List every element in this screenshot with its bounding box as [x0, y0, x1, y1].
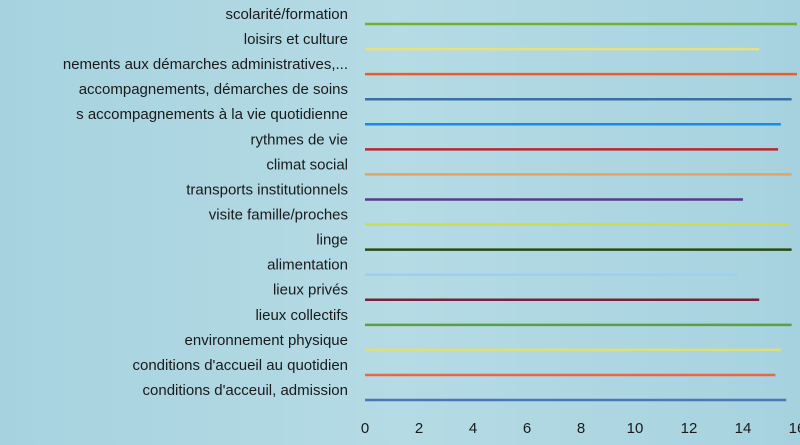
y-tick-label: nements aux démarches administratives,..…	[63, 56, 348, 73]
x-tick-label: 10	[627, 420, 644, 437]
y-tick-label: conditions d'acceuil, admission	[143, 382, 348, 399]
y-tick-label: climat social	[266, 156, 348, 173]
y-tick-label: linge	[316, 232, 348, 249]
y-tick-label: lieux privés	[273, 282, 348, 299]
y-tick-label: lieux collectifs	[255, 307, 348, 324]
x-tick-label: 14	[735, 420, 752, 437]
y-tick-label: environnement physique	[185, 332, 348, 349]
x-tick-label: 6	[523, 420, 531, 437]
x-tick-label: 8	[577, 420, 585, 437]
y-tick-label: alimentation	[267, 257, 348, 274]
y-tick-label: accompagnements, démarches de soins	[79, 81, 348, 98]
y-tick-label: s accompagnements à la vie quotidienne	[76, 106, 348, 123]
y-tick-label: loisirs et culture	[244, 31, 348, 48]
x-tick-label: 2	[415, 420, 423, 437]
x-tick-label: 0	[361, 420, 369, 437]
y-tick-label: visite famille/proches	[209, 207, 348, 224]
y-tick-label: scolarité/formation	[225, 6, 348, 23]
x-tick-label: 4	[469, 420, 477, 437]
x-tick-label: 12	[681, 420, 698, 437]
x-tick-label: 16	[789, 420, 800, 437]
y-tick-label: conditions d'accueil au quotidien	[132, 357, 348, 374]
y-tick-label: rythmes de vie	[250, 131, 348, 148]
y-tick-label: transports institutionnels	[186, 181, 348, 198]
